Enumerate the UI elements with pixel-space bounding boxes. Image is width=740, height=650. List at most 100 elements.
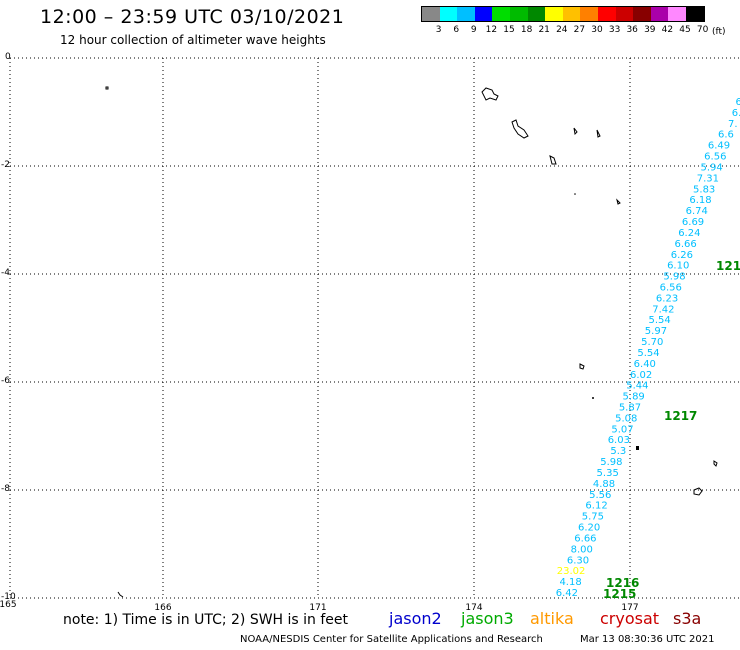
longitude-tick-label: 165 [0, 600, 17, 610]
pass-time-label: 1217 [664, 409, 697, 423]
wave-height-label: 5.54 [649, 315, 671, 326]
wave-height-label: 5.75 [582, 512, 604, 523]
latitude-tick-label: -6 [1, 376, 10, 386]
legend-label: 24 [556, 25, 568, 35]
wave-height-label: 6.20 [578, 523, 600, 534]
wave-height-label: 6. [735, 97, 740, 108]
island-outline [596, 129, 601, 138]
wave-height-label: 6.42 [556, 588, 578, 599]
footer-timestamp: Mar 13 08:30:36 UTC 2021 [580, 634, 715, 645]
legend-swatch [439, 7, 458, 21]
legend-label: 39 [644, 25, 656, 35]
island-outline [693, 487, 703, 496]
legend-label: 12 [485, 25, 498, 35]
legend-swatch [492, 7, 510, 21]
legend-unit: (ft) [712, 27, 726, 37]
legend-label: 30 [591, 25, 603, 35]
wave-height-label: 5.08 [615, 413, 637, 424]
legend-label: 9 [470, 25, 477, 35]
wave-height-label: 6.30 [567, 555, 589, 566]
island-outline [511, 119, 529, 139]
wave-height-label: 6.10 [667, 261, 689, 272]
legend-swatch [562, 7, 581, 21]
island-outline [616, 198, 621, 205]
legend-swatch [633, 7, 651, 21]
latitude-tick-label: -10 [1, 592, 16, 602]
wave-height-label: 7. [728, 119, 738, 130]
wave-height-label: 7.42 [652, 304, 674, 315]
pass-time-label: 1216 [606, 576, 639, 590]
wave-height-label: 6.66 [574, 533, 596, 544]
latitude-tick-label: -8 [1, 484, 10, 494]
wave-height-label: 5.98 [663, 272, 685, 283]
wave-height-label: 5.89 [623, 392, 645, 403]
wave-height-label: 4.18 [559, 577, 581, 588]
wave-height-label: 5.3 [610, 446, 626, 457]
longitude-tick-label: 166 [154, 603, 172, 613]
wave-height-label: 6.12 [585, 501, 607, 512]
wave-height-label: 6.26 [671, 250, 693, 261]
wave-height-label: 5.56 [589, 490, 611, 501]
island-outline [579, 363, 585, 370]
wave-height-label: 6.03 [608, 435, 630, 446]
wave-height-label: 6.23 [656, 293, 678, 304]
map-title: 12:00 – 23:59 UTC 03/10/2021 [40, 6, 345, 28]
legend-swatch [668, 7, 686, 21]
wave-height-label: 4.88 [593, 479, 615, 490]
legend-swatch [615, 7, 634, 21]
longitude-tick-label: 174 [465, 603, 483, 613]
wave-height-label: 6.66 [674, 239, 696, 250]
wave-height-label: 6.49 [708, 141, 730, 152]
legend-labels: 3 6 9 12 15 18 21 24 27 30 33 36 39 42 45 70 [421, 22, 709, 36]
wave-height-label: 6.56 [704, 152, 726, 163]
legend-label: 70 [696, 25, 709, 35]
satellite-label-altika: altika [530, 609, 574, 628]
pass-time-label: 121 [716, 259, 740, 273]
island-dot [574, 193, 576, 195]
wave-height-label: 6.24 [678, 228, 700, 239]
legend-label: 42 [661, 25, 674, 35]
legend-swatch [650, 7, 669, 21]
legend-swatch [545, 7, 563, 21]
island-dot [592, 397, 594, 399]
wave-height-label: 5.70 [641, 337, 663, 348]
footer-credit: NOAA/NESDIS Center for Satellite Applica… [240, 634, 543, 645]
legend-swatch [685, 7, 704, 21]
wave-height-label: 6.6 [718, 130, 734, 141]
wave-height-label: 8.00 [571, 544, 593, 555]
wave-height-label: 6.56 [660, 282, 682, 293]
wave-height-label: 5.87 [619, 403, 641, 414]
legend-swatch [457, 7, 475, 21]
latitude-tick-label: -2 [1, 160, 10, 170]
legend-swatch [580, 7, 598, 21]
wave-height-label: 5.07 [611, 424, 633, 435]
wave-height-label: 6.18 [689, 195, 711, 206]
island-outline [105, 86, 109, 90]
wave-height-label: 6.69 [682, 217, 704, 228]
latitude-tick-label: 0 [5, 52, 11, 62]
wave-height-track: 6.6.7.6.66.496.565.947.315.836.186.746.6… [556, 97, 740, 601]
legend-label: 27 [573, 25, 586, 35]
wave-height-label: 6. [732, 108, 740, 119]
satellite-label-cryosat: cryosat [600, 609, 660, 628]
legend-label: 6 [453, 25, 460, 35]
map-subtitle: 12 hour collection of altimeter wave hei… [60, 33, 326, 47]
legend-swatch [509, 7, 528, 21]
wave-height-label: 5.94 [700, 162, 722, 173]
latitude-tick-label: -4 [1, 268, 10, 278]
legend-label: 36 [626, 25, 638, 35]
note-text: note: 1) Time is in UTC; 2) SWH is in fe… [63, 612, 349, 628]
lat-lon-grid [9, 57, 740, 599]
wave-height-label: 5.97 [645, 326, 667, 337]
island-outline [573, 127, 578, 136]
island-outlines [105, 86, 718, 598]
longitude-tick-label: 171 [309, 603, 327, 613]
wave-height-label: 6.02 [630, 370, 652, 381]
legend-label: 21 [538, 25, 550, 35]
island-outline [549, 155, 557, 165]
island-outline [713, 460, 718, 467]
wave-height-label: 6.40 [634, 359, 656, 370]
legend-swatch [474, 7, 493, 21]
island-dot [636, 446, 639, 450]
island-outline [117, 591, 124, 598]
